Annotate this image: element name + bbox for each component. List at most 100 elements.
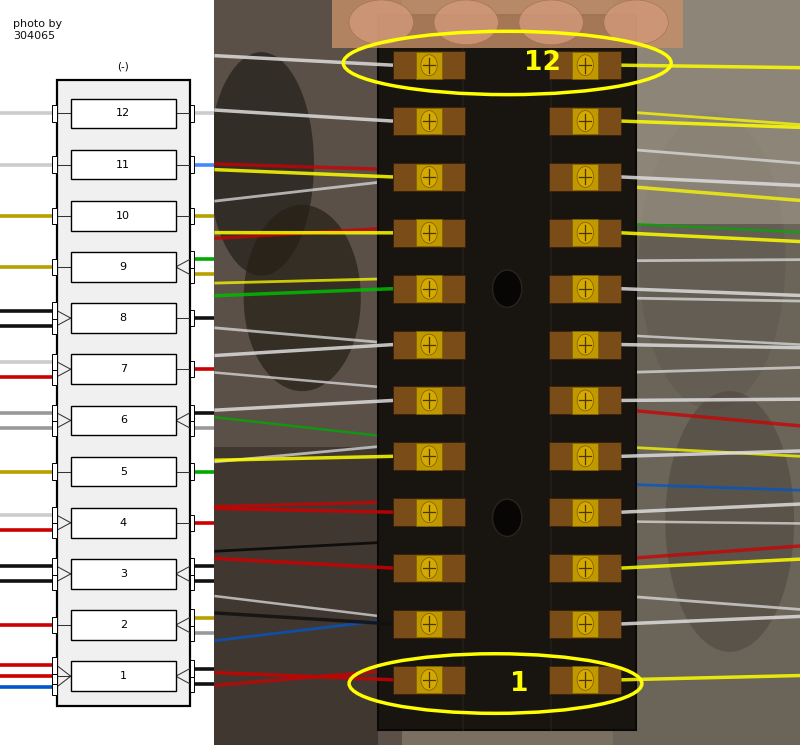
Bar <box>190 361 194 378</box>
Bar <box>573 107 598 134</box>
Ellipse shape <box>434 0 498 45</box>
Bar <box>416 220 442 246</box>
Bar <box>416 499 442 526</box>
Bar <box>190 208 194 224</box>
Circle shape <box>421 390 438 411</box>
Bar <box>331 0 683 48</box>
Circle shape <box>577 279 594 299</box>
Ellipse shape <box>519 0 583 45</box>
Text: 12: 12 <box>524 50 561 76</box>
Circle shape <box>577 334 594 355</box>
Text: 7: 7 <box>120 364 127 374</box>
Text: 6: 6 <box>120 416 126 425</box>
Text: (-): (-) <box>118 62 129 72</box>
Bar <box>190 463 194 480</box>
Bar <box>52 573 57 589</box>
Bar <box>393 498 465 526</box>
Bar <box>550 331 622 358</box>
Bar <box>550 387 622 414</box>
Text: 12: 12 <box>116 109 130 118</box>
Text: 9: 9 <box>120 262 127 272</box>
Bar <box>393 163 465 191</box>
Bar <box>70 150 176 180</box>
Bar <box>416 443 442 470</box>
Bar <box>416 387 442 414</box>
Bar <box>573 276 598 302</box>
Circle shape <box>421 557 438 578</box>
Bar <box>190 676 194 692</box>
Bar <box>190 624 194 641</box>
Bar <box>573 554 598 581</box>
Bar <box>70 610 176 640</box>
Bar <box>214 0 402 745</box>
Text: 11: 11 <box>116 159 130 170</box>
Bar <box>52 668 57 685</box>
Circle shape <box>421 279 438 299</box>
Circle shape <box>421 502 438 523</box>
Bar <box>416 666 442 693</box>
Bar <box>550 498 622 526</box>
Bar <box>190 405 194 421</box>
Text: 2: 2 <box>120 620 127 630</box>
Bar <box>190 661 194 677</box>
Circle shape <box>421 223 438 244</box>
Text: 3: 3 <box>120 569 126 579</box>
Bar <box>550 275 622 302</box>
Bar <box>70 201 176 231</box>
Text: 8: 8 <box>120 313 127 323</box>
Bar <box>550 51 622 79</box>
Circle shape <box>421 334 438 355</box>
Bar <box>52 259 57 275</box>
Ellipse shape <box>604 0 668 45</box>
Bar <box>573 164 598 191</box>
Circle shape <box>421 55 438 76</box>
Bar <box>573 666 598 693</box>
Bar <box>190 419 194 436</box>
Text: 10: 10 <box>116 211 130 221</box>
Text: photo by
304065: photo by 304065 <box>13 19 62 41</box>
Bar <box>52 317 57 334</box>
Bar <box>190 573 194 589</box>
Bar <box>550 443 622 470</box>
Bar <box>52 507 57 524</box>
Bar <box>190 515 194 531</box>
Bar <box>70 98 176 128</box>
Bar <box>190 310 194 326</box>
Circle shape <box>577 55 594 76</box>
Bar <box>416 164 442 191</box>
Text: 1: 1 <box>510 670 528 697</box>
Circle shape <box>577 167 594 187</box>
Bar <box>52 156 57 173</box>
Text: 1: 1 <box>120 671 126 681</box>
Bar <box>393 219 465 247</box>
Bar <box>57 80 190 706</box>
Bar <box>52 302 57 319</box>
Bar <box>70 662 176 691</box>
Text: 4: 4 <box>120 518 127 527</box>
Circle shape <box>577 557 594 578</box>
Bar <box>393 275 465 302</box>
Bar <box>550 107 622 135</box>
Bar <box>52 463 57 480</box>
Circle shape <box>577 446 594 466</box>
Bar <box>52 405 57 421</box>
Ellipse shape <box>666 391 794 652</box>
Bar <box>573 611 598 638</box>
Bar <box>416 276 442 302</box>
Bar <box>190 105 194 121</box>
Circle shape <box>421 167 438 187</box>
Circle shape <box>421 446 438 466</box>
Bar <box>550 219 622 247</box>
Circle shape <box>421 614 438 635</box>
Bar <box>52 369 57 385</box>
Bar <box>52 617 57 633</box>
Bar <box>393 443 465 470</box>
Bar <box>52 558 57 574</box>
Bar <box>52 679 57 695</box>
Bar <box>573 220 598 246</box>
Bar <box>190 266 194 282</box>
Bar <box>416 331 442 358</box>
Bar <box>70 405 176 435</box>
Bar <box>393 331 465 358</box>
Bar <box>52 208 57 224</box>
